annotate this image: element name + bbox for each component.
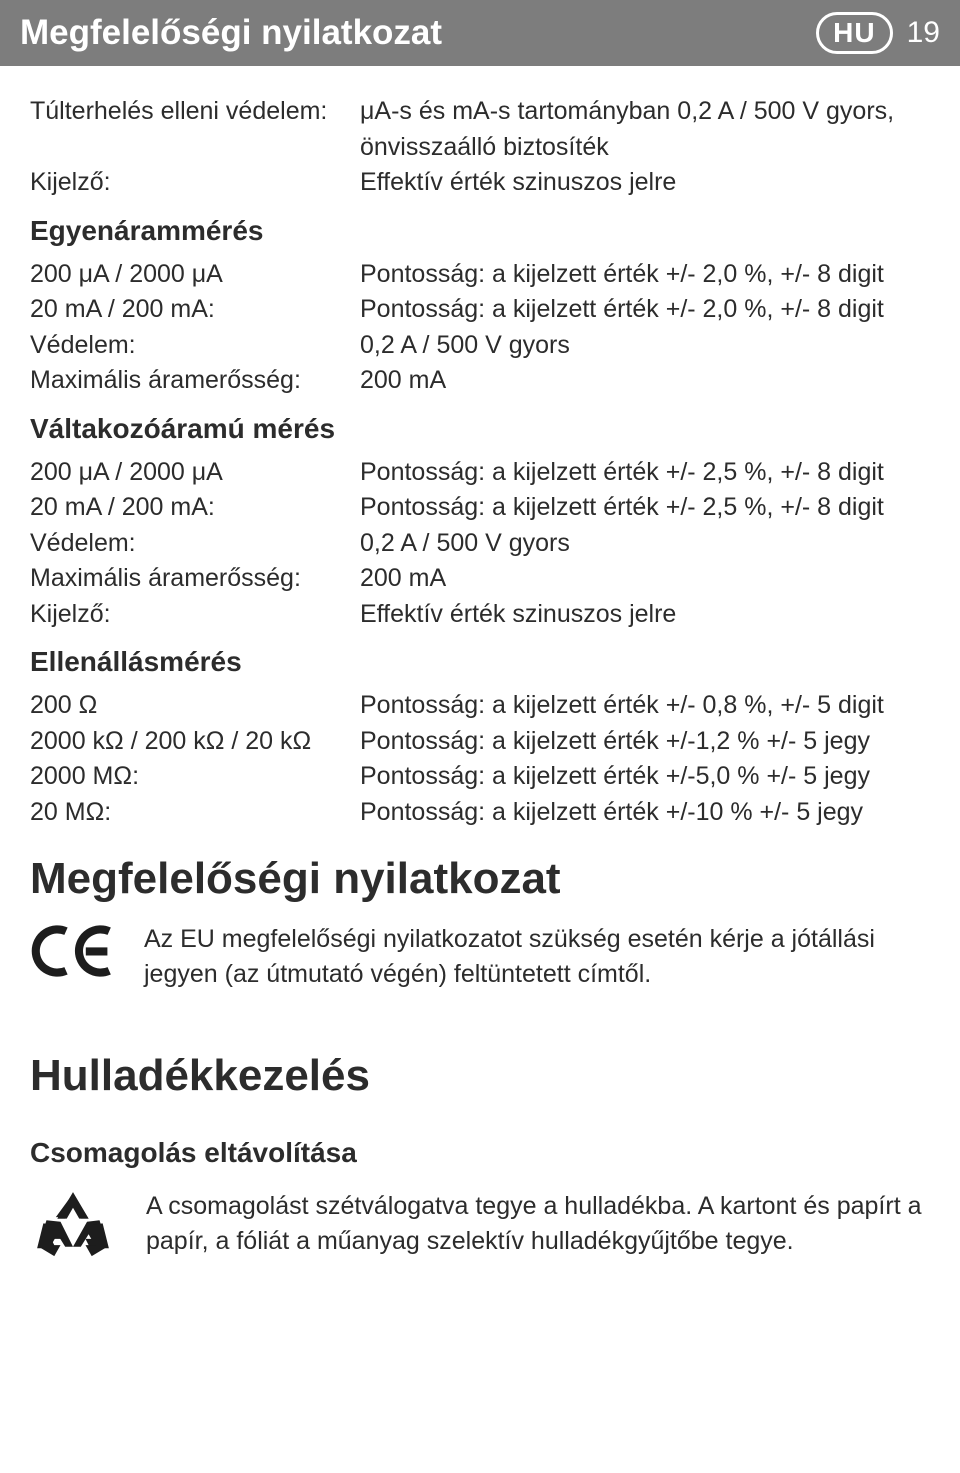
spec-row: 20 mA / 200 mA: Pontosság: a kijelzett é… <box>30 292 930 328</box>
spec-label: 2000 MΩ: <box>30 759 360 795</box>
spec-row: Védelem: 0,2 A / 500 V gyors <box>30 526 930 562</box>
spec-row: Túlterhelés elleni védelem: μA-s és mA-s… <box>30 94 930 165</box>
spec-value: 0,2 A / 500 V gyors <box>360 526 930 562</box>
spec-label: Kijelző: <box>30 597 360 633</box>
page-header-title: Megfelelőségi nyilatkozat <box>20 13 442 53</box>
spec-value: Pontosság: a kijelzett érték +/- 2,5 %, … <box>360 455 930 491</box>
spec-row: Maximális áramerősség: 200 mA <box>30 561 930 597</box>
spec-row: 200 μA / 2000 μA Pontosság: a kijelzett … <box>30 257 930 293</box>
spec-row: Kijelző: Effektív érték szinuszos jelre <box>30 597 930 633</box>
spec-label: Maximális áramerősség: <box>30 363 360 399</box>
spec-row: Maximális áramerősség: 200 mA <box>30 363 930 399</box>
disposal-title: Hulladékkezelés <box>0 1051 960 1101</box>
spec-value: Pontosság: a kijelzett érték +/- 0,8 %, … <box>360 688 930 724</box>
spec-value: Pontosság: a kijelzett érték +/- 2,0 %, … <box>360 257 930 293</box>
spec-label: 200 μA / 2000 μA <box>30 257 360 293</box>
spec-row: 20 MΩ: Pontosság: a kijelzett érték +/-1… <box>30 795 930 831</box>
page-header-bar: Megfelelőségi nyilatkozat HU 19 <box>0 0 960 66</box>
conformity-text: Az EU megfelelőségi nyilatkozatot szüksé… <box>144 922 930 991</box>
spec-label: Maximális áramerősség: <box>30 561 360 597</box>
spec-value: Effektív érték szinuszos jelre <box>360 165 930 201</box>
section-heading-res: Ellenállásmérés <box>30 646 930 678</box>
spec-label: 20 mA / 200 mA: <box>30 292 360 328</box>
spec-value: Effektív érték szinuszos jelre <box>360 597 930 633</box>
spec-value: μA-s és mA-s tartományban 0,2 A / 500 V … <box>360 94 930 165</box>
spec-value: Pontosság: a kijelzett érték +/- 2,5 %, … <box>360 490 930 526</box>
spec-label: 200 μA / 2000 μA <box>30 455 360 491</box>
spec-label: 2000 kΩ / 200 kΩ / 20 kΩ <box>30 724 360 760</box>
section-heading-ac: Váltakozóáramú mérés <box>30 413 930 445</box>
spec-label: Védelem: <box>30 526 360 562</box>
spec-value: Pontosság: a kijelzett érték +/-10 % +/-… <box>360 795 930 831</box>
spec-row: 200 μA / 2000 μA Pontosság: a kijelzett … <box>30 455 930 491</box>
spec-row: 20 mA / 200 mA: Pontosság: a kijelzett é… <box>30 490 930 526</box>
spec-value: 200 mA <box>360 561 930 597</box>
spec-value: 200 mA <box>360 363 930 399</box>
spec-row: Kijelző: Effektív érték szinuszos jelre <box>30 165 930 201</box>
page-header-right: HU 19 <box>816 12 940 54</box>
spec-label: Védelem: <box>30 328 360 364</box>
spec-row: 2000 kΩ / 200 kΩ / 20 kΩ Pontosság: a ki… <box>30 724 930 760</box>
page-number: 19 <box>907 16 940 50</box>
spec-value: 0,2 A / 500 V gyors <box>360 328 930 364</box>
spec-label: Túlterhelés elleni védelem: <box>30 94 360 165</box>
spec-row: 2000 MΩ: Pontosság: a kijelzett érték +/… <box>30 759 930 795</box>
spec-row: 200 Ω Pontosság: a kijelzett érték +/- 0… <box>30 688 930 724</box>
spec-value: Pontosság: a kijelzett érték +/-5,0 % +/… <box>360 759 930 795</box>
conformity-title: Megfelelőségi nyilatkozat <box>0 854 960 904</box>
language-pill: HU <box>816 12 892 54</box>
spec-label: 200 Ω <box>30 688 360 724</box>
ce-block: Az EU megfelelőségi nyilatkozatot szüksé… <box>0 922 960 991</box>
spec-label: 20 MΩ: <box>30 795 360 831</box>
ce-mark-icon <box>30 922 120 980</box>
spec-row: Védelem: 0,2 A / 500 V gyors <box>30 328 930 364</box>
spec-value: Pontosság: a kijelzett érték +/-1,2 % +/… <box>360 724 930 760</box>
spec-label: Kijelző: <box>30 165 360 201</box>
recycle-icon <box>30 1189 116 1267</box>
disposal-sub-heading: Csomagolás eltávolítása <box>0 1137 960 1169</box>
disposal-text: A csomagolást szétválogatva tegye a hull… <box>146 1189 930 1258</box>
spec-label: 20 mA / 200 mA: <box>30 490 360 526</box>
section-heading-dc: Egyenárammérés <box>30 215 930 247</box>
content-area: Túlterhelés elleni védelem: μA-s és mA-s… <box>0 66 960 830</box>
spec-value: Pontosság: a kijelzett érték +/- 2,0 %, … <box>360 292 930 328</box>
recycle-block: A csomagolást szétválogatva tegye a hull… <box>0 1189 960 1267</box>
